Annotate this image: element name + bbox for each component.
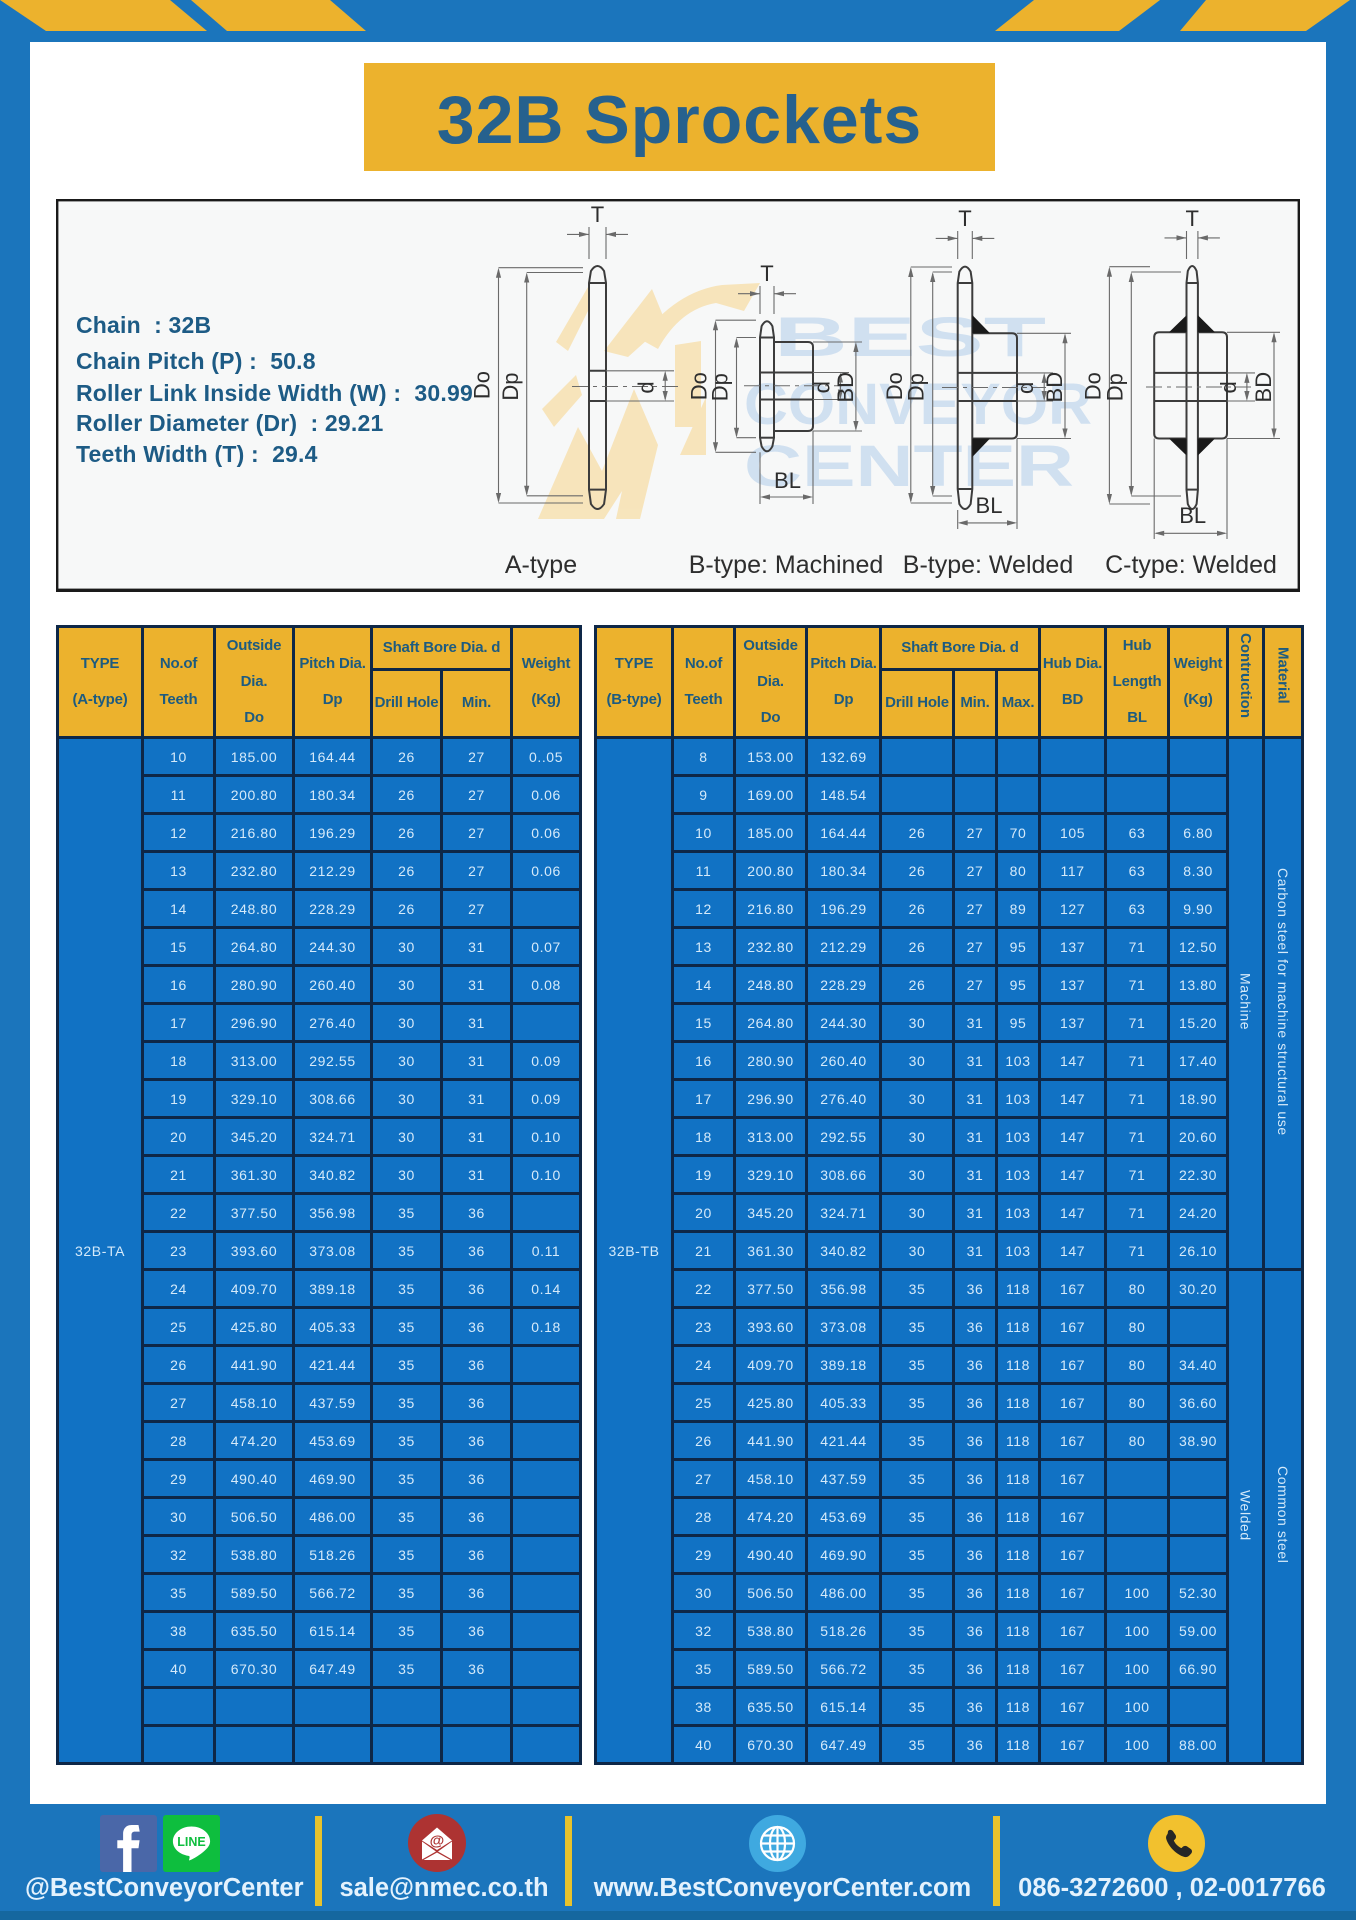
svg-text:T: T [1185, 206, 1198, 231]
svg-text:T: T [958, 206, 971, 231]
svg-text:BL: BL [975, 493, 1002, 518]
svg-text:T: T [760, 261, 773, 286]
svg-text:A-type: A-type [504, 551, 576, 579]
svg-text:BL: BL [774, 468, 801, 493]
svg-text:C-type: Welded: C-type: Welded [1105, 551, 1277, 579]
svg-text:Dp: Dp [903, 373, 928, 401]
svg-text:d: d [633, 381, 658, 393]
svg-text:T: T [590, 202, 603, 227]
svg-text:Dp: Dp [1102, 373, 1127, 401]
svg-text:d: d [1216, 381, 1241, 393]
svg-text:Dp: Dp [497, 372, 522, 400]
svg-text:Do: Do [881, 372, 906, 400]
svg-text:B-type: Welded: B-type: Welded [902, 551, 1072, 579]
svg-text:CENTER: CENTER [744, 434, 1074, 499]
svg-text:Do: Do [1080, 372, 1105, 400]
svg-text:Do: Do [686, 372, 711, 400]
svg-text:LINE: LINE [177, 1835, 205, 1849]
svg-text:BL: BL [1179, 503, 1206, 528]
svg-text:BD: BD [1042, 371, 1067, 402]
svg-text:B-type: Machined: B-type: Machined [688, 551, 883, 579]
svg-text:d: d [1013, 381, 1038, 393]
svg-text:@: @ [430, 1833, 445, 1850]
svg-text:BEST: BEST [774, 305, 1046, 368]
svg-text:BD: BD [832, 371, 857, 402]
svg-text:BD: BD [1251, 371, 1276, 402]
svg-text:Do: Do [469, 371, 494, 399]
svg-text:Dp: Dp [707, 373, 732, 401]
svg-text:CONVEYOR: CONVEYOR [744, 372, 1092, 437]
svg-text:d: d [809, 381, 834, 393]
